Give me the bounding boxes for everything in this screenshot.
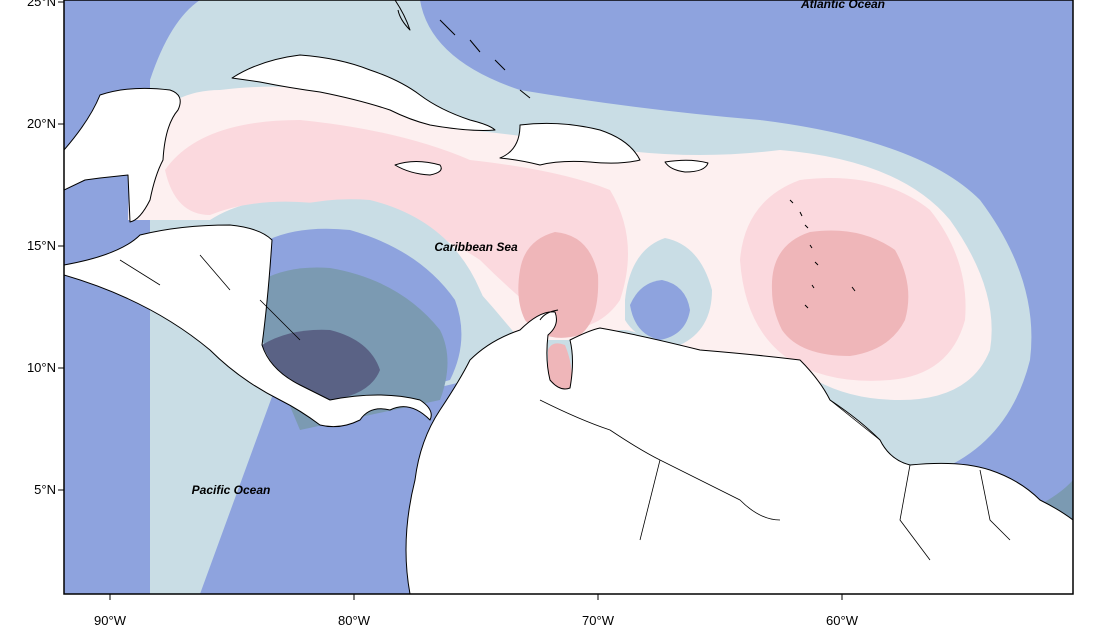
lat-tick-label: 5°N bbox=[34, 482, 56, 497]
label-atlantic-ocean: Atlantic Ocean bbox=[800, 0, 885, 11]
lon-tick-label: 60°W bbox=[826, 613, 859, 628]
border-lines bbox=[119, 254, 1011, 561]
lon-tick-label: 80°W bbox=[338, 613, 371, 628]
coast-maracaibo bbox=[539, 309, 559, 321]
land-jamaica bbox=[394, 161, 442, 176]
land-puerto-rico bbox=[664, 159, 709, 173]
coast-florida bbox=[394, 0, 411, 31]
label-pacific-ocean: Pacific Ocean bbox=[192, 483, 271, 497]
latitude-axis: 25°N 20°N 15°N 10°N 5°N bbox=[27, 0, 64, 497]
lat-tick-label: 20°N bbox=[27, 116, 56, 131]
coast-lesser-antilles bbox=[789, 199, 856, 309]
lon-tick-label: 70°W bbox=[582, 613, 615, 628]
contour-strong-positive-maracaibo bbox=[548, 343, 572, 389]
lon-tick-label: 90°W bbox=[94, 613, 127, 628]
land-south-america bbox=[405, 311, 1073, 594]
lat-tick-label: 25°N bbox=[27, 0, 56, 9]
contour-field bbox=[64, 0, 1073, 594]
land-hispaniola bbox=[499, 122, 641, 166]
land-central-america bbox=[64, 87, 181, 223]
lat-tick-label: 10°N bbox=[27, 360, 56, 375]
lat-tick-label: 15°N bbox=[27, 238, 56, 253]
land-central-america-south bbox=[64, 224, 432, 428]
label-caribbean-sea: Caribbean Sea bbox=[434, 240, 518, 254]
contour-strong-positive bbox=[518, 232, 599, 338]
contour-strong-positive-east bbox=[771, 230, 909, 356]
contour-moderate-positive bbox=[165, 120, 628, 330]
land-cuba bbox=[231, 54, 496, 131]
coast-bahamas bbox=[439, 19, 531, 99]
longitude-axis: 90°W 80°W 70°W 60°W bbox=[94, 594, 859, 628]
plot-frame bbox=[63, 0, 1074, 595]
contour-moderate-negative-venezuela bbox=[630, 280, 690, 340]
